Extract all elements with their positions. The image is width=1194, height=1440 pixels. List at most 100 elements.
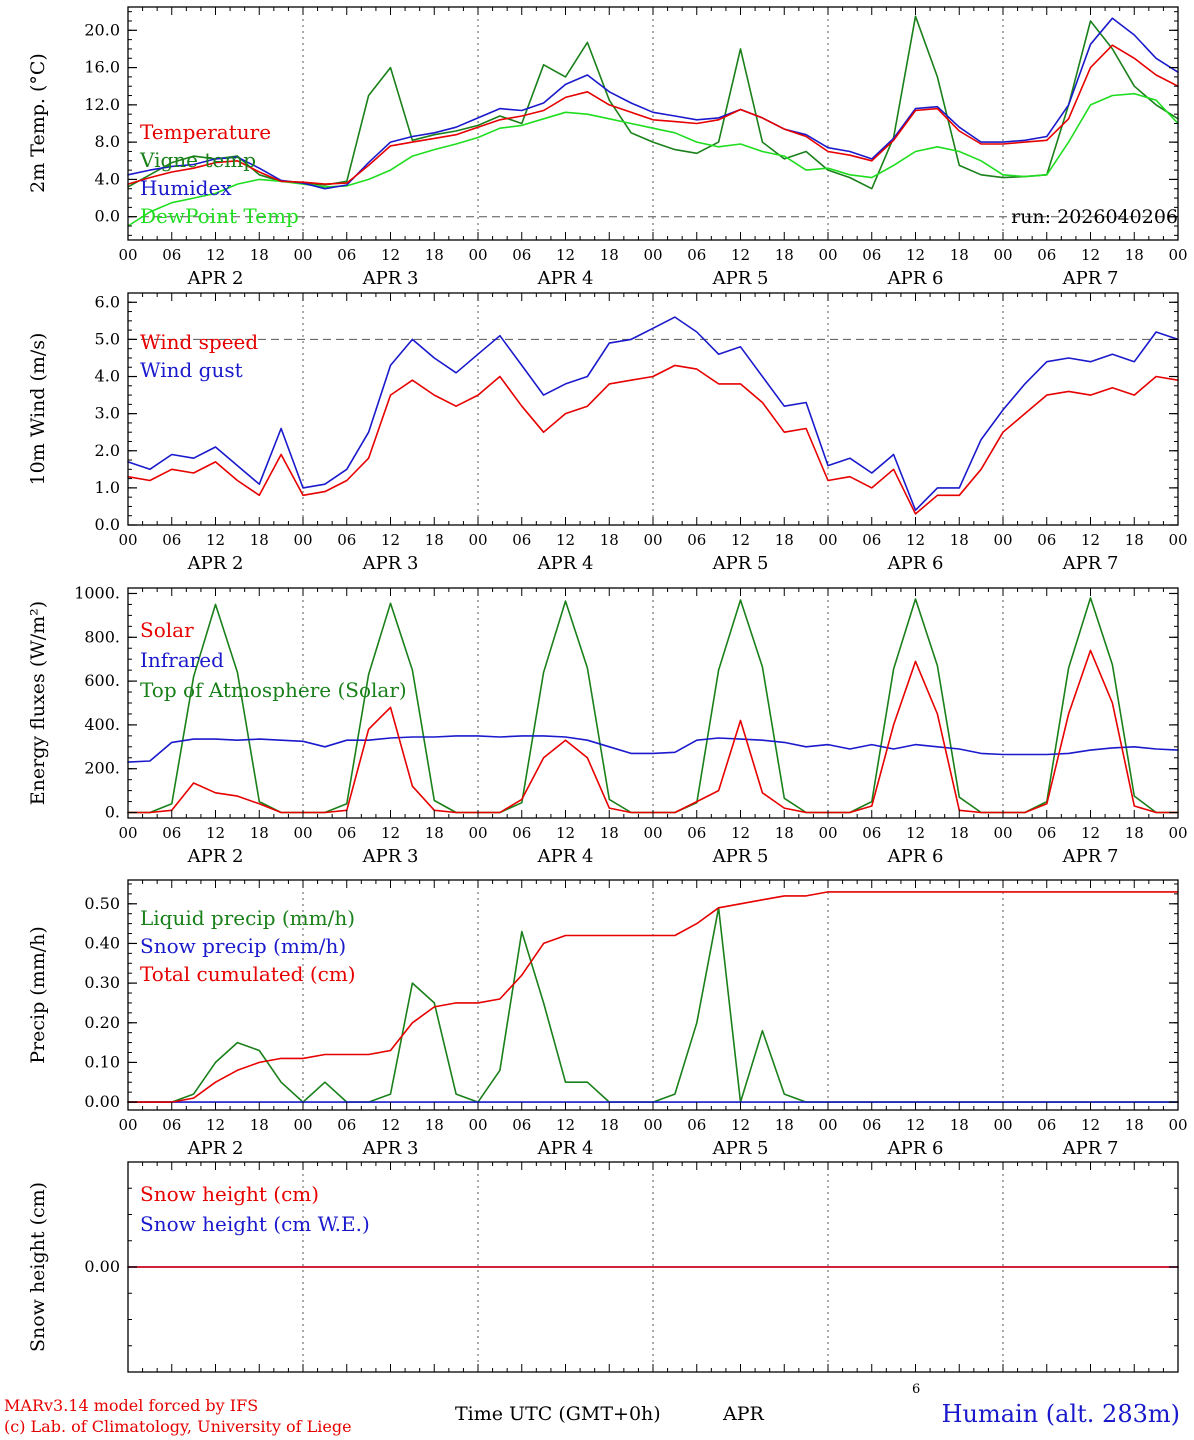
svg-text:12: 12	[381, 246, 400, 264]
svg-text:12: 12	[381, 531, 400, 549]
svg-text:12.0: 12.0	[84, 95, 120, 114]
svg-text:APR 3: APR 3	[362, 1138, 419, 1159]
svg-text:00: 00	[993, 531, 1012, 549]
svg-text:12: 12	[556, 824, 575, 842]
svg-text:00: 00	[818, 1116, 837, 1134]
svg-text:00: 00	[993, 246, 1012, 264]
svg-text:06: 06	[512, 1116, 531, 1134]
svg-text:APR 5: APR 5	[712, 268, 769, 289]
svg-text:12: 12	[556, 246, 575, 264]
svg-text:0.0: 0.0	[95, 515, 120, 534]
svg-text:00: 00	[818, 531, 837, 549]
time-axis-label: Time UTC (GMT+0h)	[455, 1403, 661, 1425]
svg-text:18: 18	[600, 1116, 619, 1134]
svg-text:1000.: 1000.	[74, 583, 120, 602]
svg-text:18: 18	[600, 824, 619, 842]
svg-text:00: 00	[818, 824, 837, 842]
svg-text:06: 06	[862, 1116, 881, 1134]
svg-text:12: 12	[906, 246, 925, 264]
svg-text:12: 12	[556, 1116, 575, 1134]
svg-text:12: 12	[906, 1116, 925, 1134]
svg-text:06: 06	[337, 824, 356, 842]
legend-total-cumulated: Total cumulated (cm)	[140, 962, 356, 986]
svg-text:06: 06	[687, 1116, 706, 1134]
svg-text:600.: 600.	[84, 671, 120, 690]
svg-text:12: 12	[381, 824, 400, 842]
svg-text:18: 18	[950, 531, 969, 549]
svg-text:APR 5: APR 5	[712, 1138, 769, 1159]
svg-text:06: 06	[687, 824, 706, 842]
svg-text:6.0: 6.0	[95, 292, 120, 311]
svg-text:200.: 200.	[84, 759, 120, 778]
svg-text:APR 7: APR 7	[1062, 268, 1119, 289]
svg-text:00: 00	[293, 246, 312, 264]
svg-text:APR 3: APR 3	[362, 268, 419, 289]
page-number: 6	[912, 1382, 921, 1397]
svg-text:APR 4: APR 4	[537, 268, 594, 289]
svg-text:12: 12	[556, 531, 575, 549]
svg-text:18: 18	[950, 1116, 969, 1134]
svg-text:00: 00	[643, 531, 662, 549]
svg-text:0.10: 0.10	[84, 1052, 120, 1071]
y-axis-label-precip: Precip (mm/h)	[27, 926, 49, 1064]
svg-text:00: 00	[1168, 531, 1187, 549]
svg-text:800.: 800.	[84, 627, 120, 646]
svg-text:12: 12	[906, 531, 925, 549]
svg-text:APR 6: APR 6	[887, 268, 944, 289]
svg-text:06: 06	[1037, 1116, 1056, 1134]
svg-text:APR 7: APR 7	[1062, 846, 1119, 867]
svg-text:18: 18	[775, 246, 794, 264]
svg-text:00: 00	[118, 531, 137, 549]
svg-text:APR 2: APR 2	[187, 846, 244, 867]
svg-text:06: 06	[162, 531, 181, 549]
svg-text:18: 18	[425, 531, 444, 549]
y-axis-label-temp: 2m Temp. (°C)	[27, 53, 49, 193]
svg-text:APR 4: APR 4	[537, 553, 594, 574]
svg-text:00: 00	[468, 1116, 487, 1134]
svg-text:APR 2: APR 2	[187, 553, 244, 574]
svg-text:APR 5: APR 5	[712, 846, 769, 867]
svg-text:06: 06	[162, 246, 181, 264]
svg-text:00: 00	[118, 824, 137, 842]
svg-text:00: 00	[1168, 824, 1187, 842]
svg-text:12: 12	[1081, 531, 1100, 549]
legend-snow-height: Snow height (cm)	[140, 1182, 320, 1206]
svg-text:06: 06	[162, 1116, 181, 1134]
legend-temperature: Temperature	[140, 120, 272, 144]
legend-vigne-temp: Vigne temp	[140, 148, 257, 172]
svg-text:12: 12	[206, 531, 225, 549]
svg-text:12: 12	[206, 824, 225, 842]
svg-text:18: 18	[950, 246, 969, 264]
svg-text:APR 4: APR 4	[537, 846, 594, 867]
legend-snow-precip: Snow precip (mm/h)	[140, 934, 347, 958]
svg-text:0.00: 0.00	[84, 1257, 120, 1276]
svg-text:18: 18	[250, 531, 269, 549]
svg-text:00: 00	[643, 824, 662, 842]
y-axis-label-wind: 10m Wind (m/s)	[27, 332, 49, 486]
legend-humidex: Humidex	[140, 176, 232, 200]
svg-text:12: 12	[1081, 246, 1100, 264]
svg-text:00: 00	[293, 824, 312, 842]
svg-text:06: 06	[1037, 824, 1056, 842]
svg-text:APR 2: APR 2	[187, 268, 244, 289]
svg-text:APR 7: APR 7	[1062, 553, 1119, 574]
svg-text:00: 00	[993, 1116, 1012, 1134]
credit-line-1: MARv3.14 model forced by IFS	[4, 1396, 259, 1415]
svg-text:APR 6: APR 6	[887, 846, 944, 867]
svg-text:20.0: 20.0	[84, 20, 120, 39]
svg-text:3.0: 3.0	[95, 404, 120, 423]
svg-text:00: 00	[1168, 246, 1187, 264]
svg-text:06: 06	[862, 246, 881, 264]
legend-wind-speed: Wind speed	[140, 330, 259, 354]
svg-text:APR 2: APR 2	[187, 1138, 244, 1159]
legend-solar: Solar	[140, 618, 194, 642]
svg-text:06: 06	[1037, 531, 1056, 549]
svg-text:18: 18	[425, 246, 444, 264]
svg-text:06: 06	[862, 824, 881, 842]
legend-liquid-precip: Liquid precip (mm/h)	[140, 906, 356, 930]
month-label: APR	[723, 1403, 764, 1425]
legend-snow-height-we: Snow height (cm W.E.)	[140, 1212, 370, 1236]
svg-text:12: 12	[731, 531, 750, 549]
